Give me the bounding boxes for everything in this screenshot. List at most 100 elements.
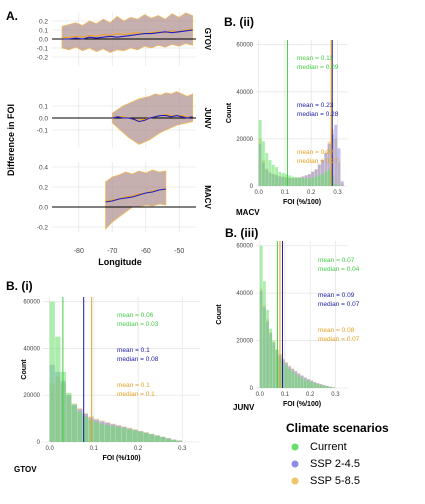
xtick-label: -80 xyxy=(74,248,84,255)
bar-current xyxy=(324,171,328,186)
legend-swatch xyxy=(291,443,299,451)
bar-current xyxy=(138,431,144,442)
panel-a-xlabel: Longitude xyxy=(98,257,142,267)
bar-current xyxy=(291,176,295,186)
ribbon-band xyxy=(105,169,167,230)
row-label-macv: MACV xyxy=(203,185,212,209)
ytick-label: 20000 xyxy=(23,393,40,399)
bar-current xyxy=(132,430,138,442)
ytick-label: 0.0 xyxy=(39,37,48,44)
bar-current xyxy=(294,373,298,388)
stat-mean: mean = 0.22 xyxy=(297,149,334,156)
xtick-label: 0.1 xyxy=(281,392,290,398)
bar-current xyxy=(171,439,177,442)
hist-ylabel: Count xyxy=(226,102,233,123)
hist-xlabel: FOI (%/100) xyxy=(283,401,321,408)
bar-current xyxy=(121,427,127,442)
bar-current xyxy=(337,185,341,186)
stat-mean: mean = 0.09 xyxy=(318,292,355,299)
bar-current xyxy=(329,387,332,388)
bar-current xyxy=(291,371,295,388)
bar-current xyxy=(284,174,288,186)
bar-current xyxy=(49,301,55,442)
stat-median: median = 0.07 xyxy=(318,336,360,343)
bar-current xyxy=(269,328,273,388)
ytick-label: -0.1 xyxy=(37,46,49,53)
stat-mean: mean = 0.11 xyxy=(297,55,333,62)
xtick-label: 0.2 xyxy=(134,446,143,452)
hist-xlabel: FOI (%/100) xyxy=(283,199,321,206)
histogram-macv: 0 20000 40000 60000 0.0 0.1 0.2 0.3 mean = 0.11 m… xyxy=(226,40,348,217)
bar-ssp245 xyxy=(324,153,328,186)
bar-current xyxy=(99,423,105,442)
bar-current xyxy=(115,427,122,442)
xtick-label: -50 xyxy=(174,248,184,255)
ytick-label: 60000 xyxy=(236,43,253,49)
bar-current xyxy=(88,419,94,442)
stat-median: median = 0.04 xyxy=(318,266,360,273)
ytick-label: 0.0 xyxy=(39,116,48,123)
stat-median: median = 0.28 xyxy=(297,111,339,118)
ytick-label: 40000 xyxy=(23,346,40,352)
bar-ssp245 xyxy=(334,124,338,186)
panel-label-a: A. xyxy=(6,9,18,23)
bar-current xyxy=(316,384,320,388)
histogram-junv: 0 20000 40000 60000 0.0 0.1 0.2 0.3 mean = 0.07 m… xyxy=(216,241,360,412)
bar-current xyxy=(307,178,311,186)
bar-current xyxy=(176,440,183,442)
bar-current xyxy=(275,167,279,186)
bar-current xyxy=(77,411,83,442)
panel-a-ylabel: Difference in FOI xyxy=(6,104,16,176)
bar-current xyxy=(322,385,326,388)
panel-label-bi: B. (i) xyxy=(6,279,33,293)
ytick-label: 0.0 xyxy=(39,205,48,212)
bar-current xyxy=(265,153,269,186)
bar-current xyxy=(272,340,276,388)
bar-current xyxy=(288,175,292,186)
bar-current xyxy=(297,376,301,388)
stat-mean: mean = 0.1 xyxy=(117,382,150,389)
bar-current xyxy=(325,386,329,388)
bar-current xyxy=(160,437,166,442)
ytick-label: 20000 xyxy=(236,339,253,345)
bar-ssp245 xyxy=(327,143,331,186)
series-line-ssp245 xyxy=(105,188,166,203)
series-line-ssp585 xyxy=(61,28,193,39)
bar-current xyxy=(82,416,89,442)
bar-current xyxy=(300,377,304,388)
hist-virus-name: GTOV xyxy=(14,465,37,474)
bar-current xyxy=(288,369,291,388)
bar-current xyxy=(319,385,323,388)
bar-current xyxy=(71,404,77,442)
bar-current xyxy=(143,433,149,442)
ytick-label: 60000 xyxy=(236,244,253,250)
ytick-label: 40000 xyxy=(236,291,253,297)
xtick-label: 0.3 xyxy=(333,190,342,196)
ytick-label: 0.1 xyxy=(39,104,48,111)
panel-label-bii: B. (ii) xyxy=(224,15,254,29)
bar-current xyxy=(66,392,72,442)
bar-current xyxy=(314,176,318,186)
xtick-label: -60 xyxy=(141,248,151,255)
legend-title: Climate scenarios xyxy=(286,421,389,435)
ytick-label: -0.2 xyxy=(37,225,49,232)
xtick-label: 0.2 xyxy=(307,190,316,196)
bar-current xyxy=(311,177,315,186)
xtick-label: 0.3 xyxy=(331,392,340,398)
bar-ssp245 xyxy=(340,181,344,186)
ytick-label: 60000 xyxy=(23,300,40,306)
series-line-ssp245 xyxy=(112,115,193,123)
stat-mean: mean = 0.07 xyxy=(318,257,355,264)
legend-label: Current xyxy=(310,441,347,453)
xtick-label: 0.0 xyxy=(254,190,263,196)
bar-current xyxy=(266,309,269,388)
panel-a-ribbon-plots: -0.2 -0.1 0.0 0.1 0.2 GTOV -0.1 0.0 0.1 JUNV -0.2 0… xyxy=(37,12,212,255)
ytick-label: -0.2 xyxy=(37,55,49,62)
histogram-gtov: 0 20000 40000 60000 0.0 0.1 0.2 0.3 mean = 0.06 m… xyxy=(14,297,200,474)
ytick-label: 0 xyxy=(250,386,254,392)
stat-mean: mean = 0.23 xyxy=(297,102,334,109)
bar-ssp245 xyxy=(321,160,325,186)
bar-ssp245 xyxy=(337,148,341,186)
panel-label-biii: B. (iii) xyxy=(225,226,258,240)
stat-median: median = 0.09 xyxy=(297,64,339,71)
